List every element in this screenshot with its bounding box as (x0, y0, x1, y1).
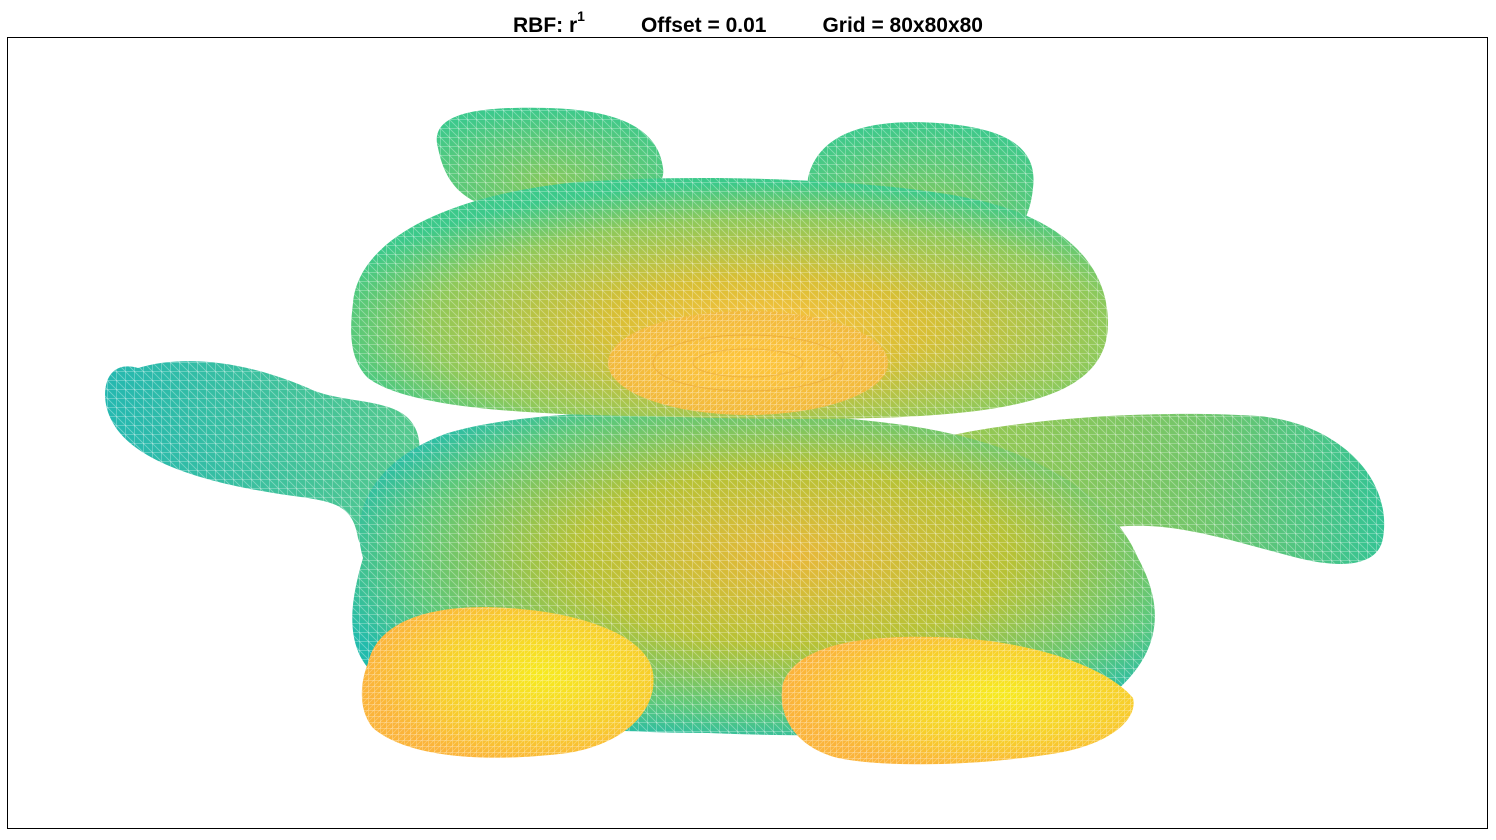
title-offset: Offset = 0.01 (640, 14, 767, 37)
left-arm-mesh (105, 361, 420, 550)
plot-axes (7, 37, 1488, 829)
wireframe-mesh (105, 107, 1385, 765)
figure-title: RBF: r1 Offset = 0.01 Grid = 80x80x80 (0, 0, 1496, 37)
left-foot-mesh (361, 607, 654, 758)
muzzle-mesh (608, 311, 888, 415)
title-rbf: RBF: r1 (513, 8, 585, 37)
right-foot-mesh (781, 636, 1134, 765)
head-mesh (351, 178, 1109, 420)
title-grid: Grid = 80x80x80 (822, 14, 983, 37)
